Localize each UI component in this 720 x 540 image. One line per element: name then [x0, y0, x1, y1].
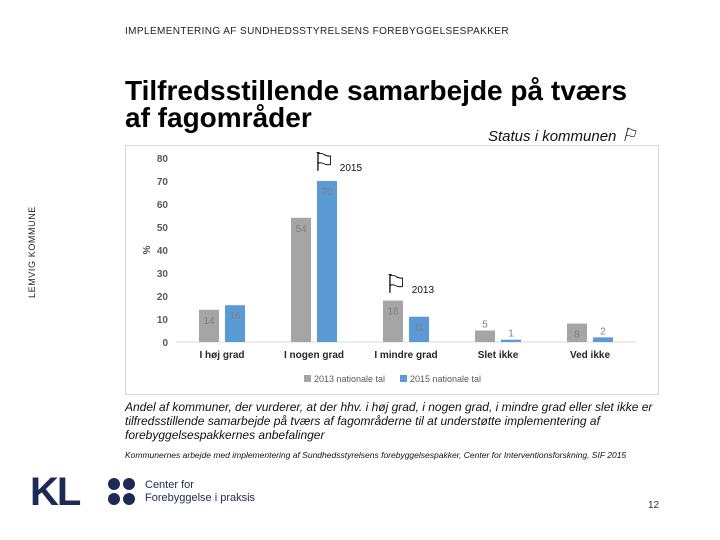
bar: [383, 300, 403, 342]
y-tick-label: 60: [157, 200, 169, 211]
y-tick-label: 30: [157, 269, 169, 280]
center-logo-text: Center for Forebyggelse i praksis: [145, 479, 255, 505]
chart-caption: Andel af kommuner, der vurderer, at der …: [125, 400, 653, 442]
y-tick-label: 20: [157, 292, 169, 303]
data-label: 70: [321, 187, 333, 198]
center-line-1: Center for: [145, 479, 194, 491]
y-tick-label: 0: [162, 338, 168, 349]
y-tick-label: 40: [157, 246, 169, 257]
header-subtitle: IMPLEMENTERING AF SUNDHEDSSTYRELSENS FOR…: [125, 26, 509, 37]
legend-label: 2013 nationale tal: [314, 374, 385, 384]
center-line-2: Forebyggelse i praksis: [145, 492, 256, 504]
marker-2015-label: 2015: [339, 163, 363, 174]
data-label: 1: [508, 329, 514, 340]
bar: [225, 305, 245, 342]
data-label: 2: [600, 326, 606, 337]
kl-logo: KL: [30, 470, 81, 514]
category-label: Ved ikke: [570, 350, 610, 361]
data-label: 14: [203, 316, 215, 327]
category-label: I høj grad: [200, 350, 245, 361]
y-tick-label: 70: [157, 177, 169, 188]
y-tick-label: 10: [157, 315, 169, 326]
source-note: Kommunernes arbejde med implementering a…: [125, 450, 627, 460]
bar: [199, 309, 219, 342]
y-axis-label: %: [142, 245, 153, 254]
data-label: 18: [387, 307, 399, 318]
status-text: Status i kommunen: [488, 128, 617, 145]
data-label: 16: [229, 311, 241, 322]
marker-2013-label: 2013: [411, 285, 435, 296]
flag-icon: ⚐: [384, 269, 408, 299]
legend-swatch: [304, 375, 311, 382]
bar: [567, 323, 587, 342]
bar: [409, 316, 429, 342]
flag-icon: ⚐: [620, 125, 637, 145]
y-tick-label: 50: [157, 223, 169, 234]
bar-chart: 0 10 20 30 40 50 60 70 80% 14 16 I høj grad 54 70 I no…: [142, 154, 636, 384]
marker-2013: ⚐ 2013: [384, 269, 435, 299]
bar: [291, 217, 311, 342]
category-label: I mindre grad: [374, 350, 437, 361]
bar: [501, 339, 521, 342]
category-label: I nogen grad: [284, 350, 344, 361]
slide-title: Tilfredsstillende samarbejde på tværs af…: [125, 75, 628, 133]
bar: [317, 181, 337, 342]
status-label: Status i kommunen ⚐: [488, 126, 637, 145]
marker-2015: ⚐ 2015: [312, 147, 363, 177]
legend-swatch: [400, 375, 407, 382]
sidebar-municipality: LEMVIG KOMMUNE: [27, 206, 37, 298]
legend-label: 2015 nationale tal: [410, 374, 481, 384]
data-label: 5: [482, 320, 488, 331]
flag-icon: ⚐: [312, 147, 336, 177]
category-label: Slet ikke: [478, 350, 519, 361]
center-logo-icon: [108, 478, 135, 505]
data-label: 54: [295, 224, 307, 235]
chart-container: 0 10 20 30 40 50 60 70 80% 14 16 I høj grad 54 70 I no…: [125, 145, 659, 395]
page-number: 12: [648, 500, 660, 511]
data-label: 8: [574, 330, 580, 341]
y-tick-label: 80: [157, 154, 169, 165]
data-label: 11: [414, 323, 425, 334]
bar: [475, 330, 495, 342]
bar: [593, 337, 613, 342]
